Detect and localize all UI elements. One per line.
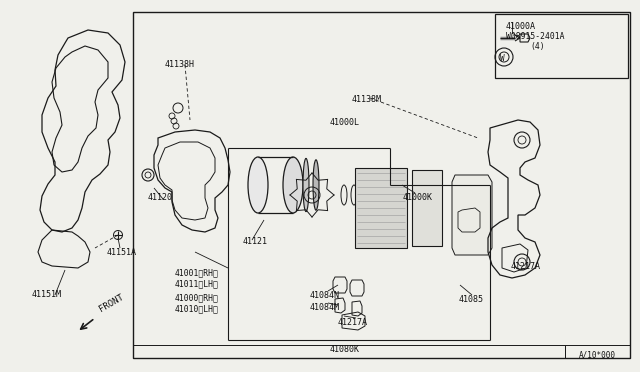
Text: 41120: 41120	[148, 193, 173, 202]
Polygon shape	[412, 170, 442, 246]
Text: A/10*000: A/10*000	[579, 351, 616, 360]
Text: 41080K: 41080K	[330, 344, 360, 353]
Ellipse shape	[313, 160, 319, 210]
Text: 41000A: 41000A	[506, 22, 536, 31]
Text: 41010〈LH〉: 41010〈LH〉	[175, 304, 219, 313]
Ellipse shape	[303, 158, 309, 212]
Polygon shape	[355, 168, 407, 248]
Polygon shape	[452, 175, 492, 255]
Text: 41000〈RH〉: 41000〈RH〉	[175, 293, 219, 302]
Text: 41000K: 41000K	[403, 193, 433, 202]
Text: 41217A: 41217A	[338, 318, 368, 327]
Ellipse shape	[283, 157, 303, 213]
Text: 41151M: 41151M	[32, 290, 62, 299]
Text: 41001〈RH〉: 41001〈RH〉	[175, 268, 219, 277]
Text: 41121: 41121	[243, 237, 268, 246]
Ellipse shape	[248, 157, 268, 213]
Text: FRONT: FRONT	[97, 293, 125, 314]
Text: 41000L: 41000L	[330, 118, 360, 127]
Text: (4): (4)	[530, 42, 545, 51]
Text: W: W	[500, 54, 504, 63]
Text: 41138M: 41138M	[352, 95, 382, 104]
Text: 41011〈LH〉: 41011〈LH〉	[175, 279, 219, 288]
Text: 41084M: 41084M	[310, 303, 340, 312]
Text: 41217A: 41217A	[511, 262, 541, 271]
Text: 41151A: 41151A	[107, 248, 137, 257]
Text: 41138H: 41138H	[165, 60, 195, 69]
Text: 41085: 41085	[459, 295, 484, 304]
Text: 41084N: 41084N	[310, 291, 340, 300]
Text: W08915-2401A: W08915-2401A	[506, 32, 564, 41]
